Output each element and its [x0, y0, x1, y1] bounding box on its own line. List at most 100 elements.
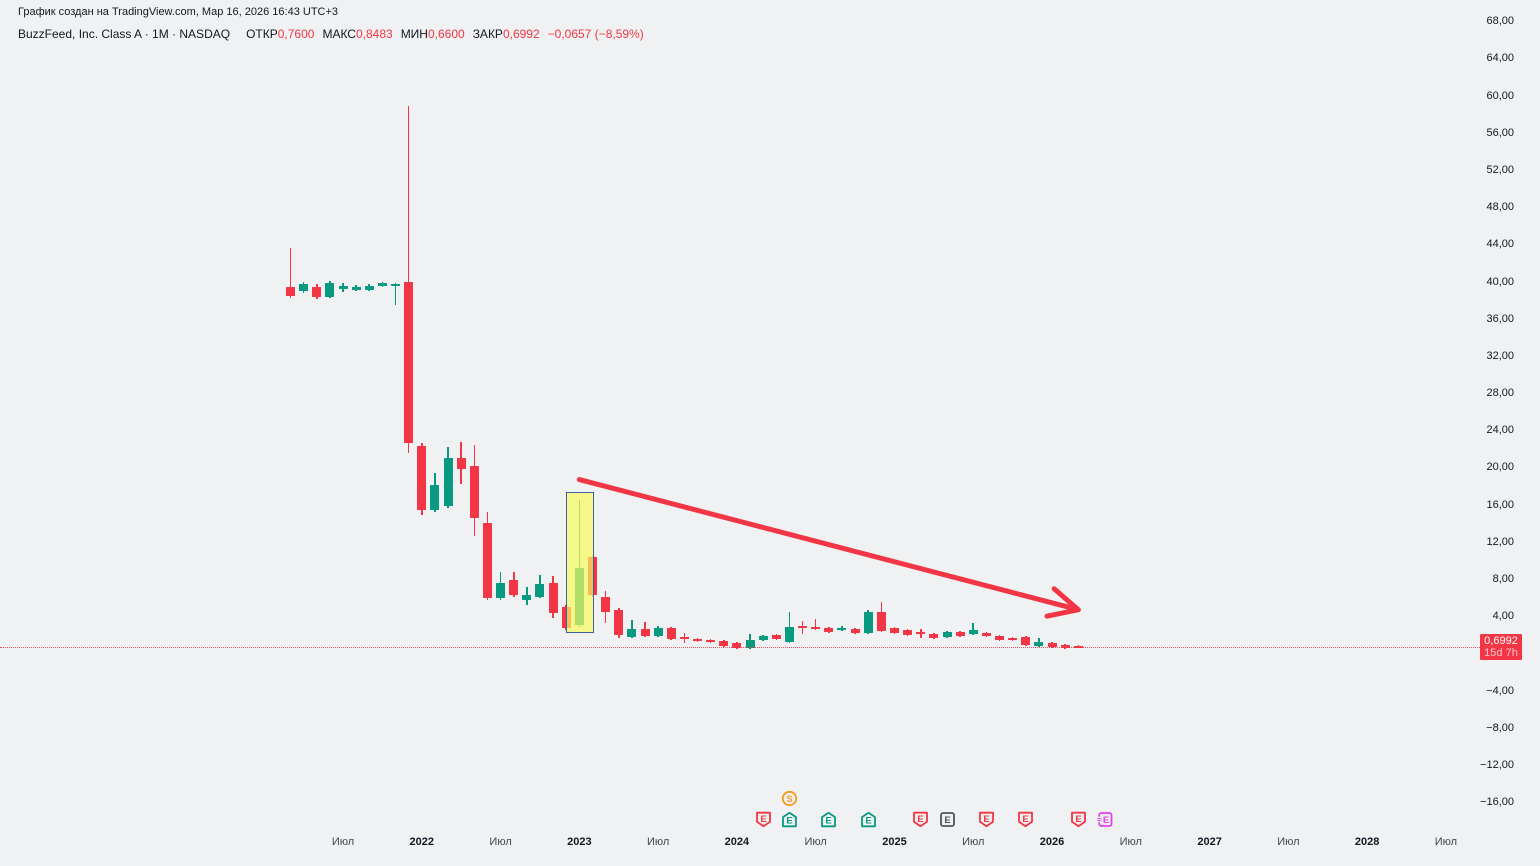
open-label: ОТКР	[246, 27, 278, 41]
candle-wick	[394, 283, 397, 305]
svg-text:E: E	[1103, 815, 1109, 826]
candle	[850, 629, 860, 633]
candle	[627, 629, 637, 637]
candle	[1008, 637, 1018, 640]
candle	[548, 582, 558, 614]
earnings-miss-icon[interactable]: E	[755, 811, 772, 828]
candle	[798, 626, 808, 629]
high-label: МАКС	[322, 27, 356, 41]
time-tick-year: 2028	[1354, 836, 1380, 848]
candle	[522, 594, 532, 601]
candle	[404, 282, 414, 444]
price-tick-label: 68,00	[1486, 15, 1514, 28]
candle	[771, 634, 781, 639]
candle-wick	[289, 248, 292, 299]
candle	[824, 628, 834, 632]
svg-text:E: E	[944, 815, 950, 826]
candle	[391, 284, 401, 287]
candle	[614, 609, 624, 635]
earnings-beat-icon[interactable]: E	[781, 811, 798, 828]
price-tick-label: 8,00	[1492, 573, 1514, 586]
earnings-neutral-icon[interactable]: E	[939, 811, 956, 828]
price-axis[interactable]: 68,00 64,00 60,00 56,00 52,00 48,00 44,00 40,00…	[1480, 0, 1540, 830]
candle	[706, 640, 716, 643]
price-tick-label: 48,00	[1486, 201, 1514, 214]
price-tick-label: 4,00	[1492, 610, 1514, 623]
svg-text:≈: ≈	[1097, 814, 1102, 824]
candle	[325, 283, 335, 298]
candle	[916, 632, 926, 635]
events-row: E E S E E E E E E E ≈ E	[755, 790, 1113, 828]
price-tick-label: −4,00	[1486, 684, 1514, 697]
candle	[482, 523, 492, 598]
candle	[981, 632, 991, 636]
candle	[1047, 643, 1057, 647]
earnings-miss-icon[interactable]: E	[1070, 811, 1087, 828]
low-label: МИН	[400, 27, 428, 41]
split-icon[interactable]: S	[781, 790, 798, 807]
candle	[666, 628, 676, 640]
candle	[693, 638, 703, 642]
time-tick-year: 2025	[882, 836, 907, 848]
earnings-miss-icon[interactable]: E	[978, 811, 995, 828]
candle	[889, 628, 899, 633]
time-tick-year: 2023	[567, 836, 592, 848]
time-tick-month: Июл	[1119, 836, 1142, 848]
earnings-miss-icon[interactable]: E	[1017, 811, 1034, 828]
price-tick-label: 40,00	[1486, 275, 1514, 288]
earnings-miss-icon[interactable]: E	[912, 811, 929, 828]
open-value: 0,7600	[277, 27, 315, 41]
candle	[679, 637, 689, 640]
candle	[338, 286, 348, 289]
price-tick-label: 52,00	[1486, 164, 1514, 176]
candle	[929, 633, 939, 638]
candle	[443, 458, 453, 506]
candle	[968, 630, 978, 634]
time-tick-month: Июл	[489, 836, 512, 848]
candle	[1060, 645, 1070, 648]
price-tick-label: −16,00	[1480, 796, 1514, 809]
candle	[312, 287, 322, 298]
chart-created-note: График создан на TradingView.com, Мар 16…	[18, 6, 339, 18]
time-tick-month: Июл	[804, 836, 827, 848]
time-tick-month: Июл	[1277, 836, 1300, 848]
time-tick-month: Июл	[1434, 836, 1458, 848]
time-tick-year: 2024	[724, 836, 750, 848]
earnings-upcoming-icon[interactable]: ≈ E	[1096, 811, 1113, 828]
earnings-beat-icon[interactable]: E	[860, 811, 877, 828]
svg-text:E: E	[865, 816, 871, 827]
symbol-title[interactable]: BuzzFeed, Inc. Class A · 1M · NASDAQ	[18, 27, 231, 41]
time-tick-month: Июл	[962, 836, 985, 848]
last-price: 0,6992	[1484, 634, 1518, 647]
price-tick-label: 28,00	[1486, 387, 1514, 400]
candle	[351, 287, 361, 290]
candle	[417, 446, 427, 511]
candle	[837, 628, 847, 631]
earnings-beat-icon[interactable]: E	[820, 811, 837, 828]
price-tick-label: −8,00	[1486, 721, 1514, 734]
svg-text:E: E	[918, 814, 924, 825]
close-label: ЗАКР	[472, 27, 503, 41]
bar-countdown: 15d 7h	[1484, 646, 1518, 659]
candle-wick	[407, 105, 410, 453]
time-tick-month: Июл	[646, 836, 670, 848]
candle	[1034, 642, 1044, 646]
candle	[364, 286, 374, 290]
candle	[430, 485, 440, 511]
candle-wick	[631, 619, 633, 638]
candle	[496, 582, 506, 598]
low-value: 0,6600	[427, 27, 465, 41]
candle	[640, 629, 650, 636]
svg-text:E: E	[826, 816, 832, 827]
price-axis-label[interactable]: 0,6992 15d 7h	[1480, 633, 1522, 660]
price-tick-label: 36,00	[1486, 312, 1514, 325]
time-axis[interactable]: Июл 2022 Июл 2023 Июл 2024 Июл 2025 Июл 2026 Июл 20…	[0, 830, 1540, 866]
price-tick-label: 16,00	[1486, 498, 1514, 511]
price-tick-label: 24,00	[1486, 424, 1514, 437]
candle-wick	[644, 621, 646, 637]
time-tick-year: 2027	[1197, 836, 1222, 848]
time-tick-month: Июл	[331, 836, 355, 848]
candle-wick	[972, 622, 975, 635]
svg-text:E: E	[1075, 814, 1081, 825]
high-value: 0,8483	[355, 27, 393, 41]
